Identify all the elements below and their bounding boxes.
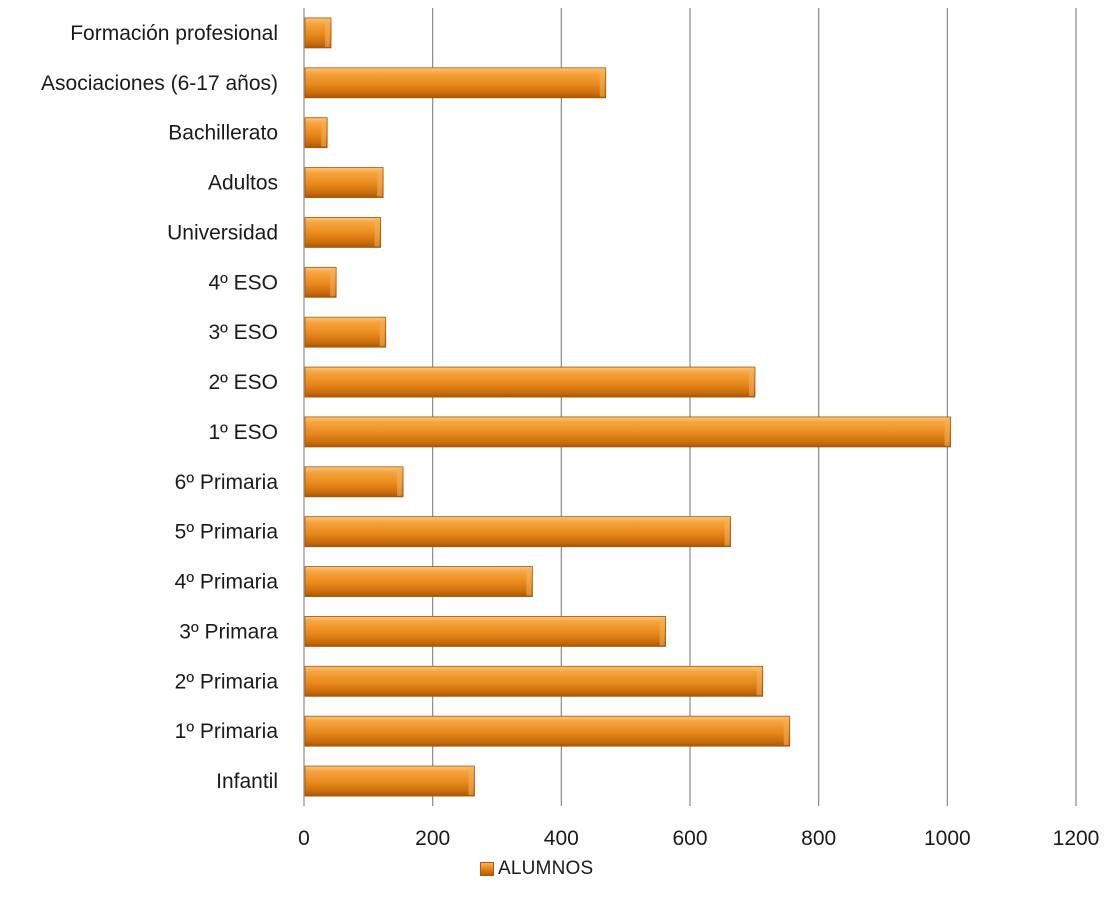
category-label: 2º ESO [208, 371, 278, 394]
bar-bevel [526, 567, 532, 596]
bar [304, 566, 533, 597]
bar [304, 366, 756, 398]
bar-bevel [724, 517, 730, 546]
legend-swatch [480, 862, 494, 876]
category-label: Bachillerato [168, 122, 278, 145]
legend: ALUMNOS [480, 855, 593, 883]
bar [304, 765, 475, 797]
bar-bevel [330, 268, 336, 297]
x-tick-label: 1000 [924, 827, 971, 850]
bar-bevel [748, 368, 754, 397]
bar-bevel [659, 617, 665, 646]
bar-bevel [468, 767, 474, 796]
bar [304, 316, 387, 348]
bar [304, 167, 384, 198]
category-label: Formación profesional [70, 22, 278, 45]
category-labels: Infantil 1º Primaria 2º Primaria 3º Primara… [41, 22, 278, 793]
bar-bevel [944, 417, 950, 446]
category-label: Infantil [216, 770, 278, 793]
category-label: 5º Primaria [175, 521, 279, 544]
x-tick-label: 600 [672, 827, 707, 850]
category-label: 3º Primara [179, 620, 278, 643]
bar [304, 217, 381, 248]
category-label: 3º ESO [208, 321, 278, 344]
bar-bevel [377, 168, 383, 197]
bar-bevel [756, 667, 762, 696]
bar [304, 715, 791, 747]
category-label: 2º Primaria [175, 670, 279, 693]
bar-bevel [783, 717, 789, 746]
x-tick-label: 400 [544, 827, 579, 850]
x-tick-label: 1200 [1053, 827, 1100, 850]
category-label: Universidad [167, 221, 278, 244]
x-tick-label: 800 [801, 827, 836, 850]
bar-bevel [599, 68, 605, 97]
category-label: Adultos [208, 172, 278, 195]
bar-bevel [379, 318, 385, 347]
category-label: 1º Primaria [175, 720, 279, 743]
x-tick-label: 0 [298, 827, 310, 850]
bar [304, 616, 666, 647]
category-label: 1º ESO [208, 421, 278, 444]
bar [304, 466, 404, 498]
category-label: 6º Primaria [175, 471, 279, 494]
bar [304, 416, 951, 448]
bars [304, 17, 951, 797]
x-axis-tick-labels: 0 200 400 600 800 1000 1200 [298, 827, 1099, 850]
bar [304, 665, 764, 697]
category-label: Asociaciones (6-17 años) [41, 72, 278, 95]
category-label: 4º ESO [208, 271, 278, 294]
gridlines [303, 8, 1077, 806]
x-tick-label: 200 [415, 827, 450, 850]
legend-label: ALUMNOS [498, 858, 594, 879]
bar-bevel [325, 18, 331, 47]
bar-bevel [374, 218, 380, 247]
bar [304, 67, 607, 99]
bar-bevel [397, 467, 403, 496]
category-label: 4º Primaria [175, 571, 279, 594]
bar [304, 516, 731, 548]
bar-bevel [321, 118, 327, 147]
